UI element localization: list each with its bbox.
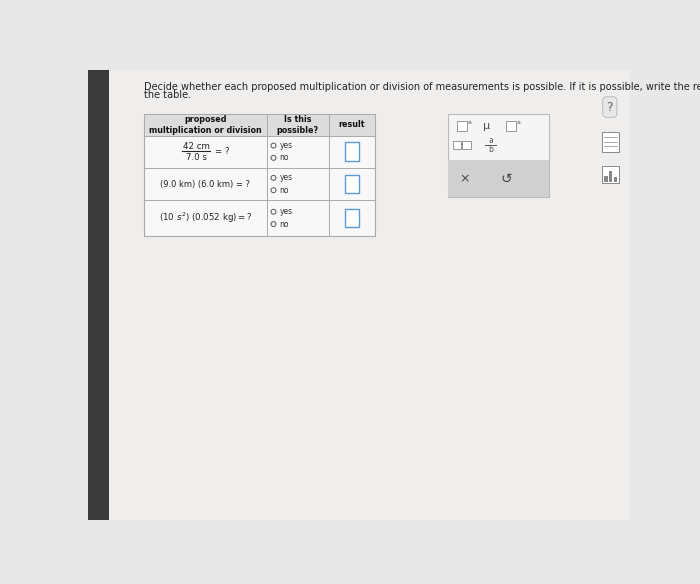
Text: no: no <box>280 186 289 194</box>
Text: yes: yes <box>280 173 293 182</box>
Text: yes: yes <box>280 141 293 150</box>
Text: a: a <box>468 120 471 125</box>
Text: $(10\ \mathit{s}^2)\ (0.052\ \mathrm{kg}) = ?$: $(10\ \mathit{s}^2)\ (0.052\ \mathrm{kg}… <box>158 211 252 225</box>
Bar <box>144 114 375 135</box>
Bar <box>345 175 358 193</box>
Text: no: no <box>280 220 289 228</box>
Text: b: b <box>488 145 493 154</box>
Text: 7.0 s: 7.0 s <box>186 154 206 162</box>
Bar <box>448 160 549 197</box>
Text: yes: yes <box>280 207 293 216</box>
Text: 42 cm: 42 cm <box>183 142 209 151</box>
Text: μ: μ <box>483 121 490 131</box>
Text: = ?: = ? <box>215 147 229 156</box>
Text: Is this
possible?: Is this possible? <box>276 114 318 135</box>
Bar <box>448 114 549 197</box>
Bar <box>604 176 608 182</box>
Text: ↺: ↺ <box>500 172 512 186</box>
Bar <box>602 131 619 152</box>
Text: Decide whether each proposed multiplication or division of measurements is possi: Decide whether each proposed multiplicat… <box>144 82 700 92</box>
Text: ·: · <box>460 140 463 150</box>
Bar <box>453 141 461 149</box>
Bar <box>144 114 375 235</box>
Text: no: no <box>280 154 289 162</box>
Bar <box>88 70 109 520</box>
Bar <box>609 171 612 182</box>
Text: ×: × <box>460 172 470 185</box>
Text: (9.0 km) (6.0 km) = ?: (9.0 km) (6.0 km) = ? <box>160 179 251 189</box>
Text: result: result <box>339 120 365 129</box>
Text: a: a <box>488 135 493 145</box>
Bar <box>614 177 617 182</box>
Bar <box>345 208 358 227</box>
Text: a: a <box>517 120 521 125</box>
Bar <box>462 141 470 149</box>
Bar <box>602 166 619 183</box>
Bar <box>506 121 517 131</box>
Bar <box>457 121 467 131</box>
Text: proposed
multiplication or division: proposed multiplication or division <box>149 114 262 135</box>
Bar <box>345 142 358 161</box>
Text: the table.: the table. <box>144 90 191 100</box>
Text: ?: ? <box>606 100 613 113</box>
